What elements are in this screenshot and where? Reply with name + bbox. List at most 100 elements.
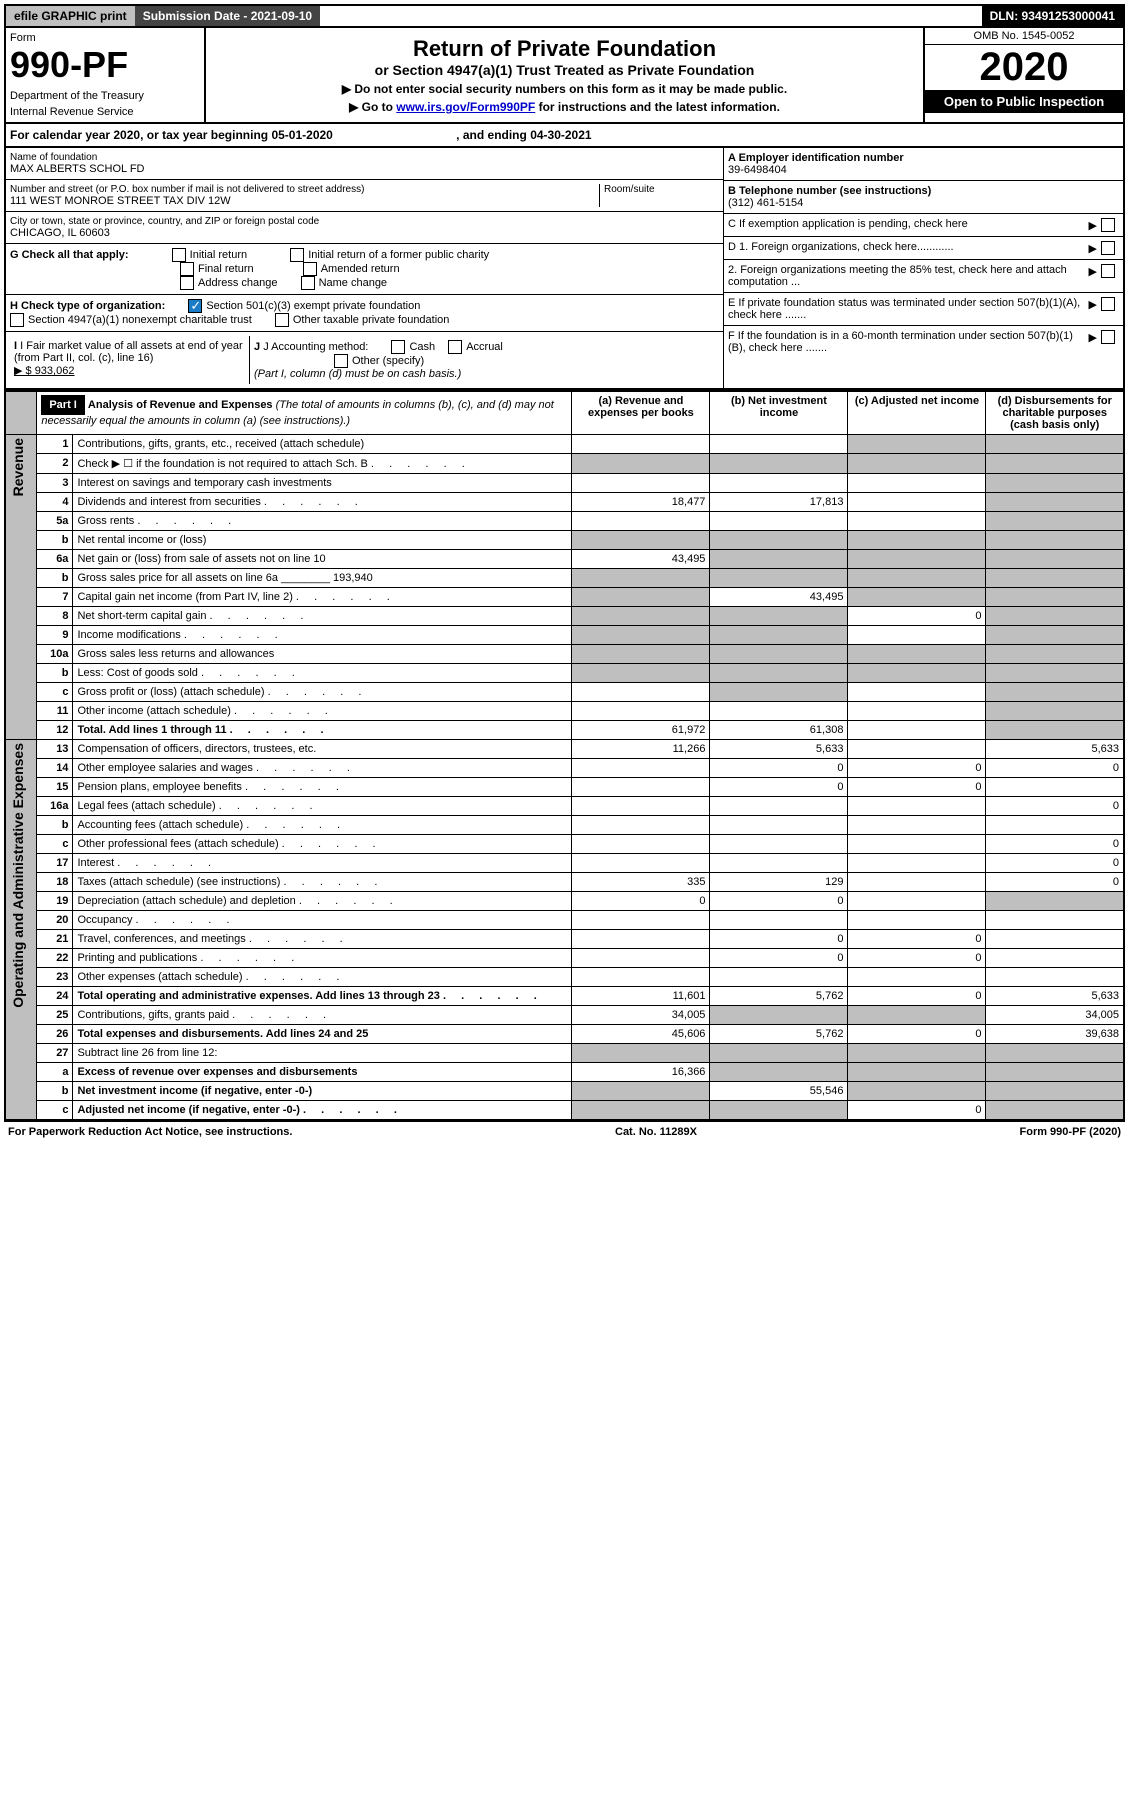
irs-link[interactable]: www.irs.gov/Form990PF: [396, 100, 535, 114]
checkbox-amended[interactable]: [303, 262, 317, 276]
top-bar: efile GRAPHIC print Submission Date - 20…: [4, 4, 1125, 28]
row-desc: Interest on savings and temporary cash i…: [73, 474, 572, 493]
row-val: [572, 854, 710, 873]
row-val: [848, 721, 986, 740]
checkbox-address[interactable]: [180, 276, 194, 290]
row-val: [710, 550, 848, 569]
row-num: 3: [37, 474, 73, 493]
section-g: G Check all that apply: Initial return I…: [6, 244, 723, 295]
row-val: 5,633: [710, 740, 848, 759]
row-desc: Other employee salaries and wages . . . …: [73, 759, 572, 778]
row-val: [986, 454, 1124, 474]
row-val: [986, 664, 1124, 683]
row-num: c: [37, 1101, 73, 1121]
row-num: 18: [37, 873, 73, 892]
row-desc: Printing and publications . . . . . .: [73, 949, 572, 968]
row-val: [986, 1082, 1124, 1101]
checkbox-4947[interactable]: [10, 313, 24, 327]
row-val: [710, 797, 848, 816]
row-val: [572, 835, 710, 854]
row-num: 27: [37, 1044, 73, 1063]
row-val: [710, 1044, 848, 1063]
row-num: 16a: [37, 797, 73, 816]
checkbox-f[interactable]: [1101, 330, 1115, 344]
row-num: 10a: [37, 645, 73, 664]
row-val: [572, 911, 710, 930]
row-desc: Other income (attach schedule) . . . . .…: [73, 702, 572, 721]
checkbox-d1[interactable]: [1101, 241, 1115, 255]
checkbox-cash[interactable]: [391, 340, 405, 354]
row-val: [848, 645, 986, 664]
checkbox-d2[interactable]: [1101, 264, 1115, 278]
row-desc: Compensation of officers, directors, tru…: [73, 740, 572, 759]
row-desc: Net gain or (loss) from sale of assets n…: [73, 550, 572, 569]
row-val: [986, 474, 1124, 493]
room-label: Room/suite: [604, 184, 719, 195]
checkbox-initial-former[interactable]: [290, 248, 304, 262]
row-desc: Other expenses (attach schedule) . . . .…: [73, 968, 572, 987]
checkbox-final[interactable]: [180, 262, 194, 276]
row-val: [848, 474, 986, 493]
checkbox-accrual[interactable]: [448, 340, 462, 354]
col-b-header: (b) Net investment income: [710, 391, 848, 435]
row-desc: Subtract line 26 from line 12:: [73, 1044, 572, 1063]
row-val: [848, 854, 986, 873]
row-num: c: [37, 835, 73, 854]
row-desc: Travel, conferences, and meetings . . . …: [73, 930, 572, 949]
row-val: [848, 702, 986, 721]
row-val: [572, 797, 710, 816]
row-desc: Pension plans, employee benefits . . . .…: [73, 778, 572, 797]
row-val: 0: [710, 892, 848, 911]
row-val: [848, 797, 986, 816]
row-desc: Less: Cost of goods sold . . . . . .: [73, 664, 572, 683]
row-num: b: [37, 569, 73, 588]
checkbox-other-tax[interactable]: [275, 313, 289, 327]
row-val: [848, 816, 986, 835]
row-val: 5,633: [986, 740, 1124, 759]
row-val: [986, 930, 1124, 949]
form-label: Form: [10, 32, 200, 44]
row-desc: Gross rents . . . . . .: [73, 512, 572, 531]
row-num: 5a: [37, 512, 73, 531]
row-num: 24: [37, 987, 73, 1006]
submission-date: Submission Date - 2021-09-10: [135, 6, 320, 26]
row-val: 16,366: [572, 1063, 710, 1082]
row-desc: Contributions, gifts, grants, etc., rece…: [73, 435, 572, 454]
row-val: [848, 1082, 986, 1101]
row-num: 19: [37, 892, 73, 911]
foundation-name: MAX ALBERTS SCHOL FD: [10, 163, 719, 175]
row-val: [848, 588, 986, 607]
part1-table: Part I Analysis of Revenue and Expenses …: [4, 390, 1125, 1121]
checkbox-c[interactable]: [1101, 218, 1115, 232]
footer-left: For Paperwork Reduction Act Notice, see …: [8, 1126, 292, 1138]
checkbox-501c3[interactable]: [188, 299, 202, 313]
row-desc: Contributions, gifts, grants paid . . . …: [73, 1006, 572, 1025]
row-val: 0: [848, 930, 986, 949]
fmv-row: I I Fair market value of all assets at e…: [6, 332, 723, 388]
row-num: b: [37, 664, 73, 683]
row-num: 12: [37, 721, 73, 740]
row-val: 0: [572, 892, 710, 911]
section-h: H Check type of organization: Section 50…: [6, 295, 723, 332]
col-d-header: (d) Disbursements for charitable purpose…: [986, 391, 1124, 435]
row-val: 5,633: [986, 987, 1124, 1006]
ein-value: 39-6498404: [728, 164, 1119, 176]
row-desc: Occupancy . . . . . .: [73, 911, 572, 930]
name-label: Name of foundation: [10, 152, 719, 163]
row-val: 129: [710, 873, 848, 892]
checkbox-other-acct[interactable]: [334, 354, 348, 368]
row-desc: Net short-term capital gain . . . . . .: [73, 607, 572, 626]
row-desc: Dividends and interest from securities .…: [73, 493, 572, 512]
checkbox-initial[interactable]: [172, 248, 186, 262]
row-num: 2: [37, 454, 73, 474]
row-val: [986, 531, 1124, 550]
row-val: 5,762: [710, 987, 848, 1006]
checkbox-e[interactable]: [1101, 297, 1115, 311]
row-val: [848, 892, 986, 911]
row-val: [848, 454, 986, 474]
row-val: 18,477: [572, 493, 710, 512]
f-label: F If the foundation is in a 60-month ter…: [728, 330, 1089, 354]
row-num: 11: [37, 702, 73, 721]
checkbox-name[interactable]: [301, 276, 315, 290]
row-val: [848, 664, 986, 683]
